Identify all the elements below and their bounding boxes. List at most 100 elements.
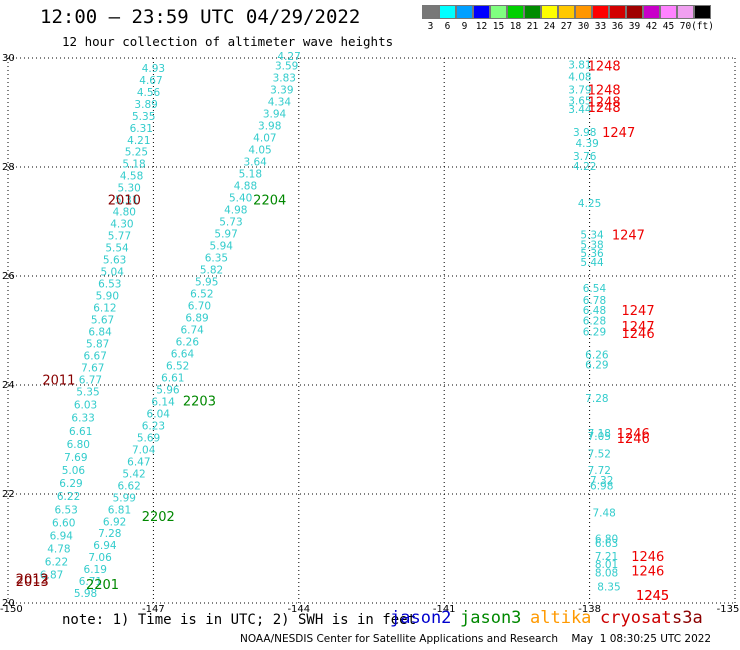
data-point-label: 6.26 bbox=[585, 349, 609, 361]
satellite-name-jason3: jason3 bbox=[460, 608, 522, 628]
data-point-label: 5.18 bbox=[122, 159, 145, 171]
data-point-label: 6.53 bbox=[98, 279, 121, 291]
legend-item: (ft) bbox=[691, 5, 714, 32]
chart-subtitle: 12 hour collection of altimeter wave hei… bbox=[62, 34, 394, 49]
track-annotation: 1245 bbox=[636, 589, 669, 604]
data-point-label: 5.87 bbox=[86, 339, 109, 351]
legend-item: 12 bbox=[473, 5, 490, 32]
legend-item: 3 bbox=[422, 5, 439, 32]
data-point-label: 7.69 bbox=[64, 452, 87, 464]
data-point-label: 7.05 bbox=[588, 431, 611, 443]
data-point-label: 4.67 bbox=[139, 75, 162, 87]
legend-swatch bbox=[490, 5, 507, 19]
legend-swatch bbox=[609, 5, 626, 19]
track-annotation: 1246 bbox=[631, 564, 664, 579]
legend-swatch bbox=[677, 5, 694, 19]
x-tick-label: -150 bbox=[0, 604, 23, 615]
legend-swatch bbox=[575, 5, 592, 19]
data-point-label: 5.36 bbox=[580, 248, 604, 260]
data-point-label: 4.08 bbox=[568, 72, 591, 84]
x-tick-label: -144 bbox=[287, 604, 310, 615]
footnote: note: 1) Time is in UTC; 2) SWH is in fe… bbox=[62, 612, 417, 628]
legend-swatch bbox=[473, 5, 490, 19]
data-point-label: 6.63 bbox=[595, 538, 618, 550]
data-point-label: 7.18 bbox=[588, 428, 611, 440]
data-point-label: 5.44 bbox=[580, 257, 604, 269]
color-scale-legend: 3 6 9 12 15 18 21 24 27 30 33 36 39 42 45 70 (ft) bbox=[422, 5, 714, 32]
data-point-label: 3.79 bbox=[568, 85, 591, 97]
track-annotation: 1247 bbox=[622, 304, 655, 319]
data-point-label: 5.38 bbox=[580, 239, 603, 251]
data-point-label: 5.97 bbox=[214, 228, 237, 240]
data-point-label: 6.61 bbox=[69, 426, 92, 438]
data-point-label: 3.89 bbox=[134, 99, 157, 111]
data-point-label: 6.67 bbox=[84, 351, 107, 363]
legend-swatch bbox=[422, 5, 439, 19]
legend-item: 21 bbox=[524, 5, 541, 32]
y-tick-label: 26 bbox=[2, 271, 15, 282]
legend-item: 27 bbox=[558, 5, 575, 32]
legend-swatch bbox=[439, 5, 456, 19]
legend-item: 45 bbox=[660, 5, 677, 32]
data-point-label: 4.21 bbox=[127, 135, 150, 147]
data-point-label: 5.95 bbox=[195, 276, 218, 288]
legend-label: 70 bbox=[679, 21, 692, 32]
data-point-label: 5.06 bbox=[62, 465, 86, 477]
x-tick-label: -138 bbox=[578, 604, 601, 615]
chart-title: 12:00 – 23:59 UTC 04/29/2022 bbox=[40, 6, 361, 28]
data-point-label: 6.35 bbox=[205, 252, 228, 264]
data-point-label: 6.94 bbox=[50, 530, 74, 542]
data-point-label: 7.06 bbox=[88, 552, 112, 564]
data-point-label: 4.88 bbox=[234, 181, 257, 193]
data-point-label: 4.34 bbox=[268, 97, 292, 109]
legend-item: 18 bbox=[507, 5, 524, 32]
legend-label: 42 bbox=[645, 21, 658, 32]
data-point-label: 5.67 bbox=[91, 315, 114, 327]
legend-swatch bbox=[558, 5, 575, 19]
data-point-label: 6.29 bbox=[59, 478, 82, 490]
data-point-label: 3.44 bbox=[568, 104, 592, 116]
data-point-label: 6.28 bbox=[583, 316, 606, 328]
data-point-label: 5.96 bbox=[156, 384, 180, 396]
legend-swatch bbox=[524, 5, 541, 19]
data-point-label: 6.70 bbox=[188, 300, 211, 312]
data-point-label: 5.34 bbox=[580, 230, 604, 242]
data-point-label: 6.14 bbox=[151, 396, 175, 408]
data-point-label: 6.89 bbox=[185, 312, 208, 324]
track-annotation: 1248 bbox=[588, 84, 621, 99]
data-point-label: 3.65 bbox=[568, 96, 591, 108]
data-point-label: 6.53 bbox=[54, 504, 77, 516]
satellite-name-cryosat: cryosat bbox=[600, 608, 672, 628]
legend-label: 9 bbox=[461, 21, 468, 32]
data-point-label: 5.42 bbox=[122, 468, 145, 480]
data-point-label: 7.28 bbox=[585, 393, 608, 405]
legend-item: 24 bbox=[541, 5, 558, 32]
data-point-label: 6.62 bbox=[117, 480, 140, 492]
legend-swatch bbox=[643, 5, 660, 19]
data-point-label: 4.78 bbox=[47, 544, 70, 556]
track-annotation: 2202 bbox=[142, 510, 175, 525]
data-point-label: 5.54 bbox=[105, 243, 129, 255]
legend-swatch bbox=[694, 5, 711, 19]
legend-label: 27 bbox=[560, 21, 573, 32]
data-point-label: 5.30 bbox=[117, 183, 140, 195]
data-point-label: 4.56 bbox=[137, 87, 161, 99]
data-point-label: 6.31 bbox=[130, 123, 153, 135]
data-point-label: 6.26 bbox=[176, 336, 200, 348]
legend-label: 3 bbox=[427, 21, 434, 32]
data-point-label: 5.35 bbox=[76, 387, 99, 399]
credit-line: NOAA/NESDIS Center for Satellite Applica… bbox=[240, 633, 712, 645]
data-point-label: 5.35 bbox=[132, 111, 155, 123]
data-point-label: 4.05 bbox=[248, 145, 271, 157]
track-annotation: 1246 bbox=[622, 327, 655, 342]
track-annotation: 1248 bbox=[588, 60, 621, 75]
data-point-label: 6.60 bbox=[52, 517, 75, 529]
data-point-label: 6.92 bbox=[103, 516, 126, 528]
data-point-label: 6.80 bbox=[67, 439, 90, 451]
data-point-label: 8.01 bbox=[595, 559, 618, 571]
data-point-label: 8.08 bbox=[595, 567, 618, 579]
legend-item: 9 bbox=[456, 5, 473, 32]
track-annotation: 1245 bbox=[636, 589, 669, 604]
x-tick-label: -141 bbox=[433, 604, 456, 615]
data-point-label: 7.28 bbox=[98, 528, 121, 540]
